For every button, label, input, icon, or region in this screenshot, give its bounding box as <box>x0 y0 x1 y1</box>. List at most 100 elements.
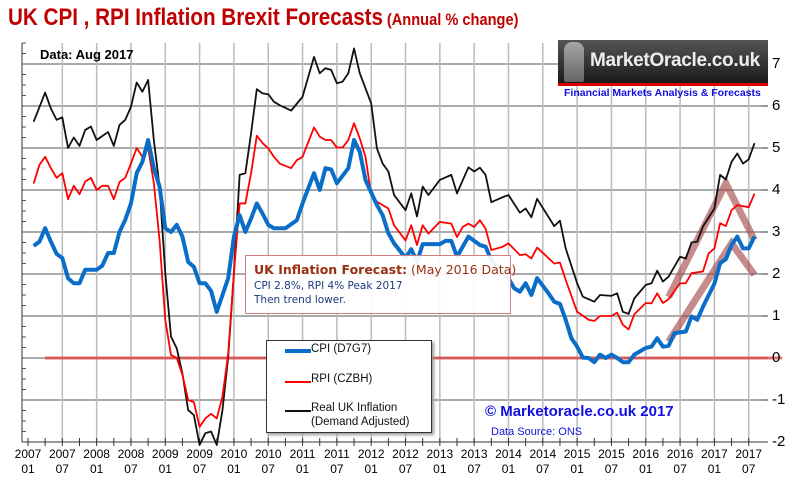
x-tick-month: 01 <box>639 462 653 476</box>
data-point <box>485 228 487 230</box>
data-point <box>199 426 201 428</box>
data-point <box>364 179 366 181</box>
x-tick-label: 2017 01 <box>694 447 734 477</box>
data-point <box>467 166 469 168</box>
data-point <box>599 315 601 317</box>
x-tick-year: 2013 <box>426 447 454 461</box>
data-point <box>519 212 521 214</box>
x-tick-label: 2016 01 <box>626 447 666 477</box>
data-point <box>170 231 172 233</box>
x-tick-label: 2010 07 <box>248 447 288 477</box>
data-point <box>324 167 326 169</box>
data-point <box>593 301 595 303</box>
data-point <box>256 88 258 90</box>
data-point <box>187 409 189 411</box>
data-point <box>44 92 46 94</box>
data-point <box>559 262 561 264</box>
data-point <box>67 147 69 149</box>
y-tick-label: 3 <box>772 223 781 240</box>
data-point <box>645 347 647 349</box>
data-point <box>525 207 527 209</box>
data-point <box>593 320 595 322</box>
data-point <box>628 328 630 330</box>
data-point <box>101 185 103 187</box>
data-point <box>262 92 264 94</box>
data-point <box>221 409 223 411</box>
data-point <box>147 79 149 81</box>
data-point <box>176 357 178 359</box>
data-point <box>622 311 624 313</box>
data-point <box>633 297 635 299</box>
data-point <box>576 346 578 348</box>
x-tick-month: 07 <box>673 462 687 476</box>
data-point <box>113 252 115 254</box>
data-point <box>702 226 704 228</box>
data-point <box>181 236 183 238</box>
data-point <box>736 204 738 206</box>
data-point <box>650 346 652 348</box>
data-point <box>359 151 361 153</box>
data-point <box>416 244 418 246</box>
data-point <box>679 282 681 284</box>
axes <box>21 42 768 446</box>
data-point <box>336 82 338 84</box>
data-point <box>56 253 58 255</box>
data-point <box>668 345 670 347</box>
y-tick-label: 2 <box>772 265 781 282</box>
data-point <box>536 198 538 200</box>
data-point <box>353 139 355 141</box>
data-point <box>719 222 721 224</box>
x-tick-month: 07 <box>467 462 481 476</box>
data-point <box>324 139 326 141</box>
x-tick-year: 2012 <box>392 447 419 461</box>
x-tick-label: 2012 07 <box>386 447 426 477</box>
x-tick-year: 2010 <box>254 447 282 461</box>
data-point <box>347 72 349 74</box>
data-point <box>302 156 304 158</box>
data-point <box>50 241 52 243</box>
data-point <box>250 172 252 174</box>
data-point <box>61 172 63 174</box>
data-point <box>324 67 326 69</box>
data-point <box>181 374 183 376</box>
x-tick-month: 07 <box>192 462 207 476</box>
data-point <box>427 194 429 196</box>
data-point <box>685 331 687 333</box>
x-tick-month: 01 <box>158 462 172 476</box>
y-tick-label: 4 <box>772 181 781 198</box>
data-point <box>405 239 407 241</box>
data-point <box>662 281 664 283</box>
data-point <box>696 241 698 243</box>
data-point <box>731 244 733 246</box>
x-tick-month: 01 <box>364 462 378 476</box>
data-point <box>731 161 733 163</box>
data-point <box>702 306 704 308</box>
data-point <box>216 444 218 446</box>
data-point <box>159 186 161 188</box>
data-point <box>210 431 212 432</box>
legend-label-real-2: (Demand Adjusted) <box>311 416 410 428</box>
data-point <box>96 189 98 191</box>
data-point <box>736 152 738 154</box>
data-point <box>536 247 538 249</box>
data-point <box>427 233 429 235</box>
x-tick-year: 2008 <box>117 447 145 461</box>
data-point <box>199 444 201 446</box>
x-tick-label: 2017 07 <box>729 447 769 477</box>
data-point <box>559 303 561 305</box>
data-point <box>170 336 172 338</box>
data-point <box>107 185 109 187</box>
data-point <box>553 301 555 303</box>
data-point <box>347 167 349 169</box>
annotation-line-1: CPI 2.8%, RPI 4% Peak 2017 <box>254 280 403 292</box>
data-point <box>656 292 658 294</box>
x-tick-label: 2007 07 <box>42 447 82 477</box>
x-tick-label: 2013 07 <box>454 447 494 477</box>
data-point <box>67 277 69 279</box>
data-point <box>593 361 595 363</box>
x-tick-month: 01 <box>433 462 447 476</box>
marketoracle-logo: MarketOracle.co.uk <box>558 40 768 86</box>
x-tick-year: 2016 <box>666 447 694 461</box>
data-point <box>410 224 412 226</box>
data-point <box>422 224 424 226</box>
